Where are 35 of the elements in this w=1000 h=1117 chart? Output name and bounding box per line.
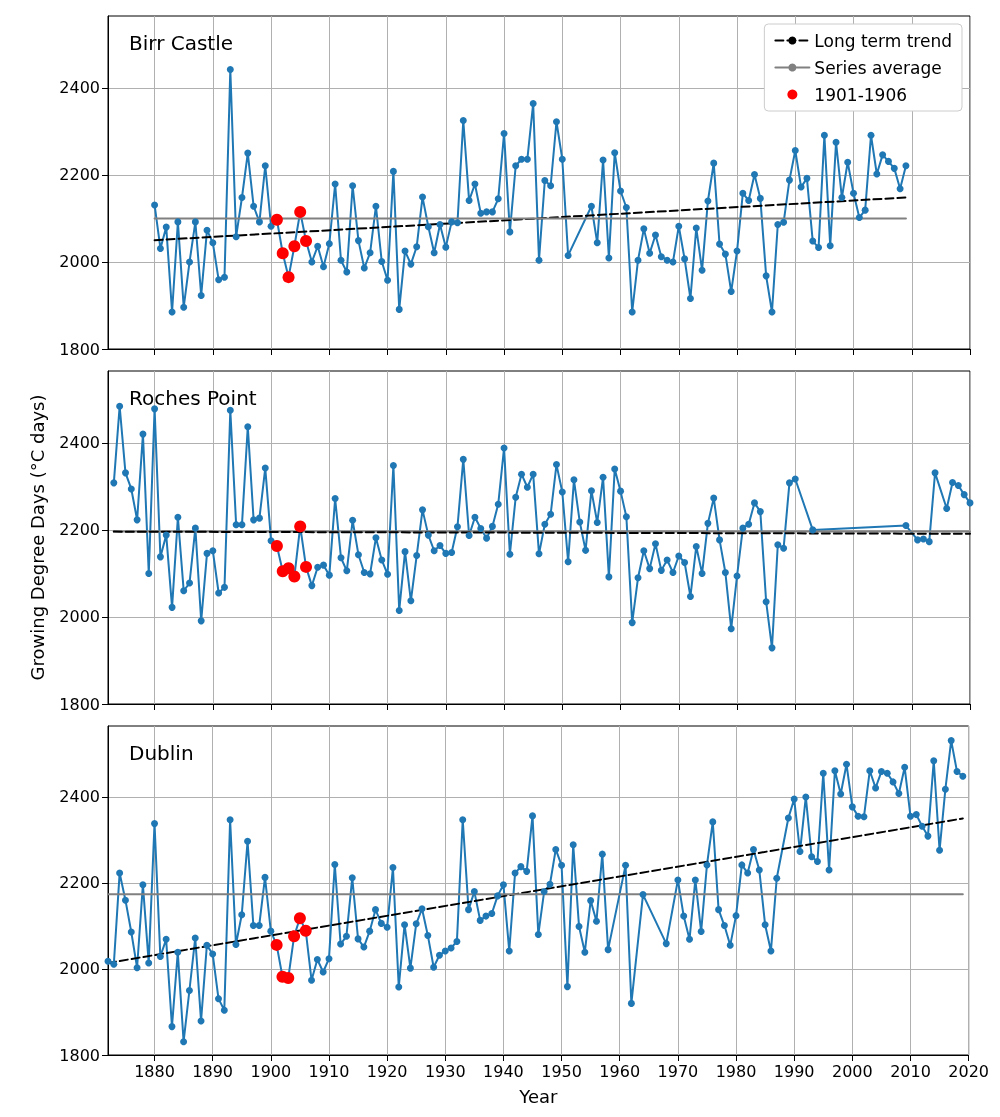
x-tick-label: 1970 — [657, 1061, 699, 1081]
x-tick-label: 2010 — [890, 1061, 931, 1081]
x-tick-label: 1900 — [250, 1061, 292, 1081]
y-tick-label: 2000 — [59, 607, 100, 627]
y-tick-label: 2400 — [59, 433, 100, 453]
y-tick-label: 2000 — [59, 252, 100, 272]
text: Roches Point — [129, 386, 257, 410]
y-tick-label: 2400 — [59, 787, 100, 807]
x-tick-label: 1980 — [715, 1061, 757, 1081]
legend-label: Long term trend — [814, 30, 953, 51]
y-tick-label: 1800 — [59, 1045, 100, 1065]
y-tick-label: 2400 — [59, 78, 100, 98]
x-tick-label: 1880 — [134, 1061, 175, 1081]
text: Dublin — [129, 741, 194, 765]
y-axis-title: Growing Degree Days (°C days) — [26, 394, 48, 681]
x-tick-label: 1960 — [599, 1061, 641, 1081]
y-tick-label: 1800 — [59, 694, 100, 714]
x-tick-label: 1940 — [483, 1061, 524, 1081]
y-tick-label: 1800 — [59, 339, 100, 359]
x-tick-label: 1920 — [366, 1061, 408, 1081]
x-axis-title: Year — [518, 1085, 558, 1107]
x-tick-label: 2020 — [948, 1061, 989, 1081]
legend-label: 1901-1906 — [814, 84, 908, 105]
x-tick-label: 1990 — [773, 1061, 815, 1081]
x-tick-label: 1930 — [424, 1061, 466, 1081]
text: Birr Castle — [129, 31, 234, 55]
legend-label: Series average — [814, 57, 942, 78]
x-tick-label: 2000 — [831, 1061, 873, 1081]
x-tick-label: 1890 — [192, 1061, 234, 1081]
x-tick-label: 1910 — [308, 1061, 350, 1081]
y-tick-label: 2200 — [59, 165, 100, 185]
y-tick-label: 2200 — [59, 873, 100, 893]
y-tick-label: 2200 — [59, 520, 100, 540]
y-tick-label: 2000 — [59, 959, 100, 979]
x-tick-label: 1950 — [541, 1061, 582, 1081]
